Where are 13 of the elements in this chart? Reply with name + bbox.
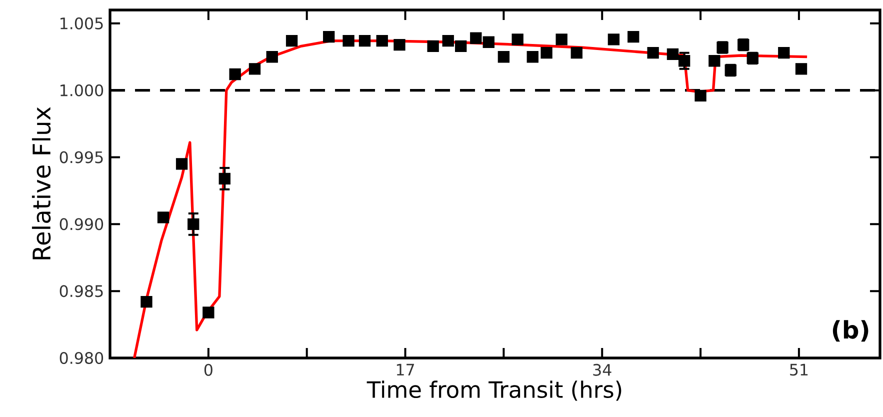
y-tick-label: 0.985: [60, 285, 103, 298]
y-tick-label: 0.990: [60, 218, 104, 230]
x-tick-label: 51: [790, 364, 808, 376]
x-axis-title: Time from Transit (hrs): [366, 380, 622, 401]
y-axis-title: Relative Flux: [32, 107, 51, 260]
x-tick-label: 34: [593, 364, 612, 376]
y-tick-label: 0.995: [60, 151, 103, 164]
x-tick-label: 0: [204, 364, 212, 376]
y-tick-label: 1.005: [60, 17, 103, 30]
annotation: (b): [832, 320, 868, 342]
x-tick-label: 17: [396, 364, 414, 376]
y-tick-label: 1.000: [60, 84, 104, 96]
y-tick-label: 0.980: [60, 352, 104, 364]
